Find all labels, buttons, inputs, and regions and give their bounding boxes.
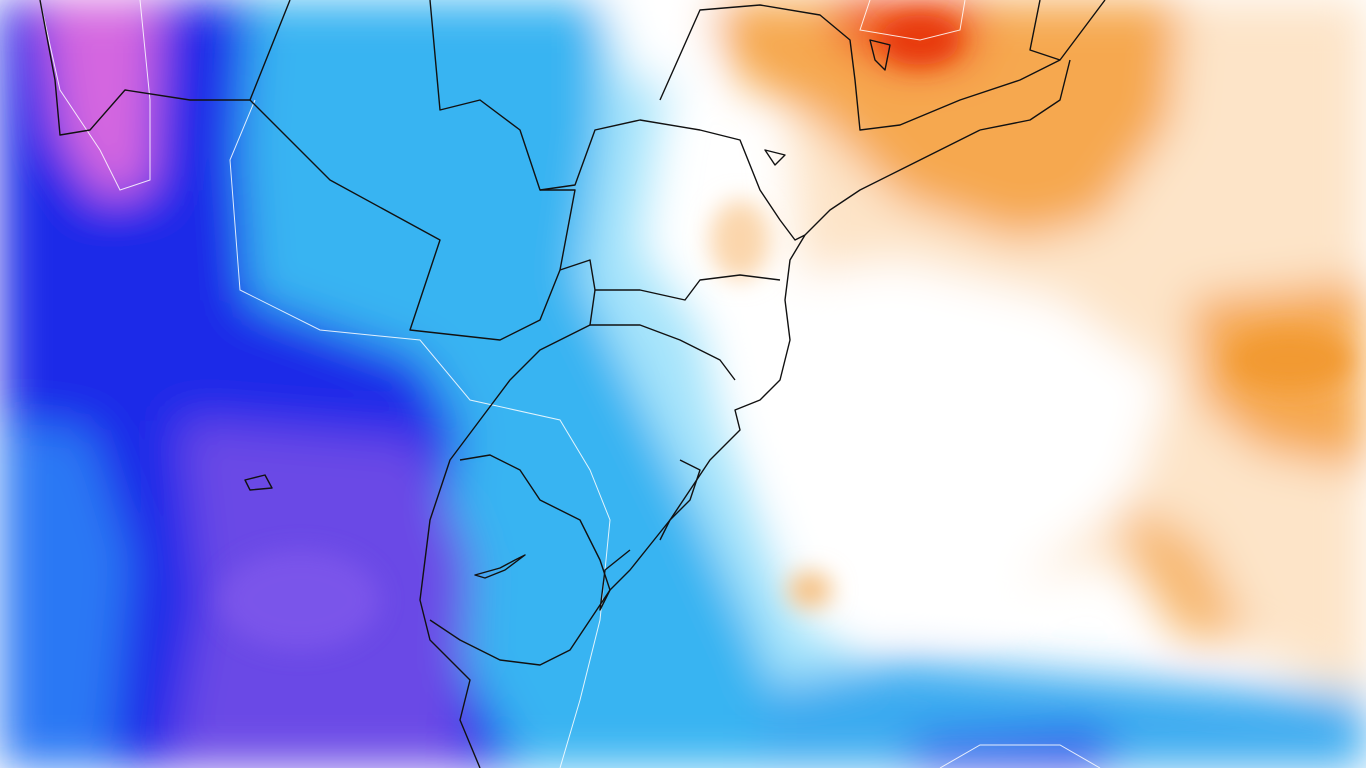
borders (39, 0, 1106, 768)
anomaly-detail (220, 15, 1350, 650)
contours (39, 0, 1101, 768)
